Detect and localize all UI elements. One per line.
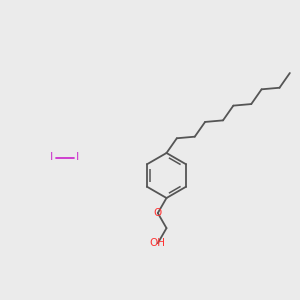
Text: I: I [76, 152, 79, 163]
Text: I: I [50, 152, 53, 163]
Text: O: O [154, 208, 162, 218]
Text: OH: OH [150, 238, 166, 248]
